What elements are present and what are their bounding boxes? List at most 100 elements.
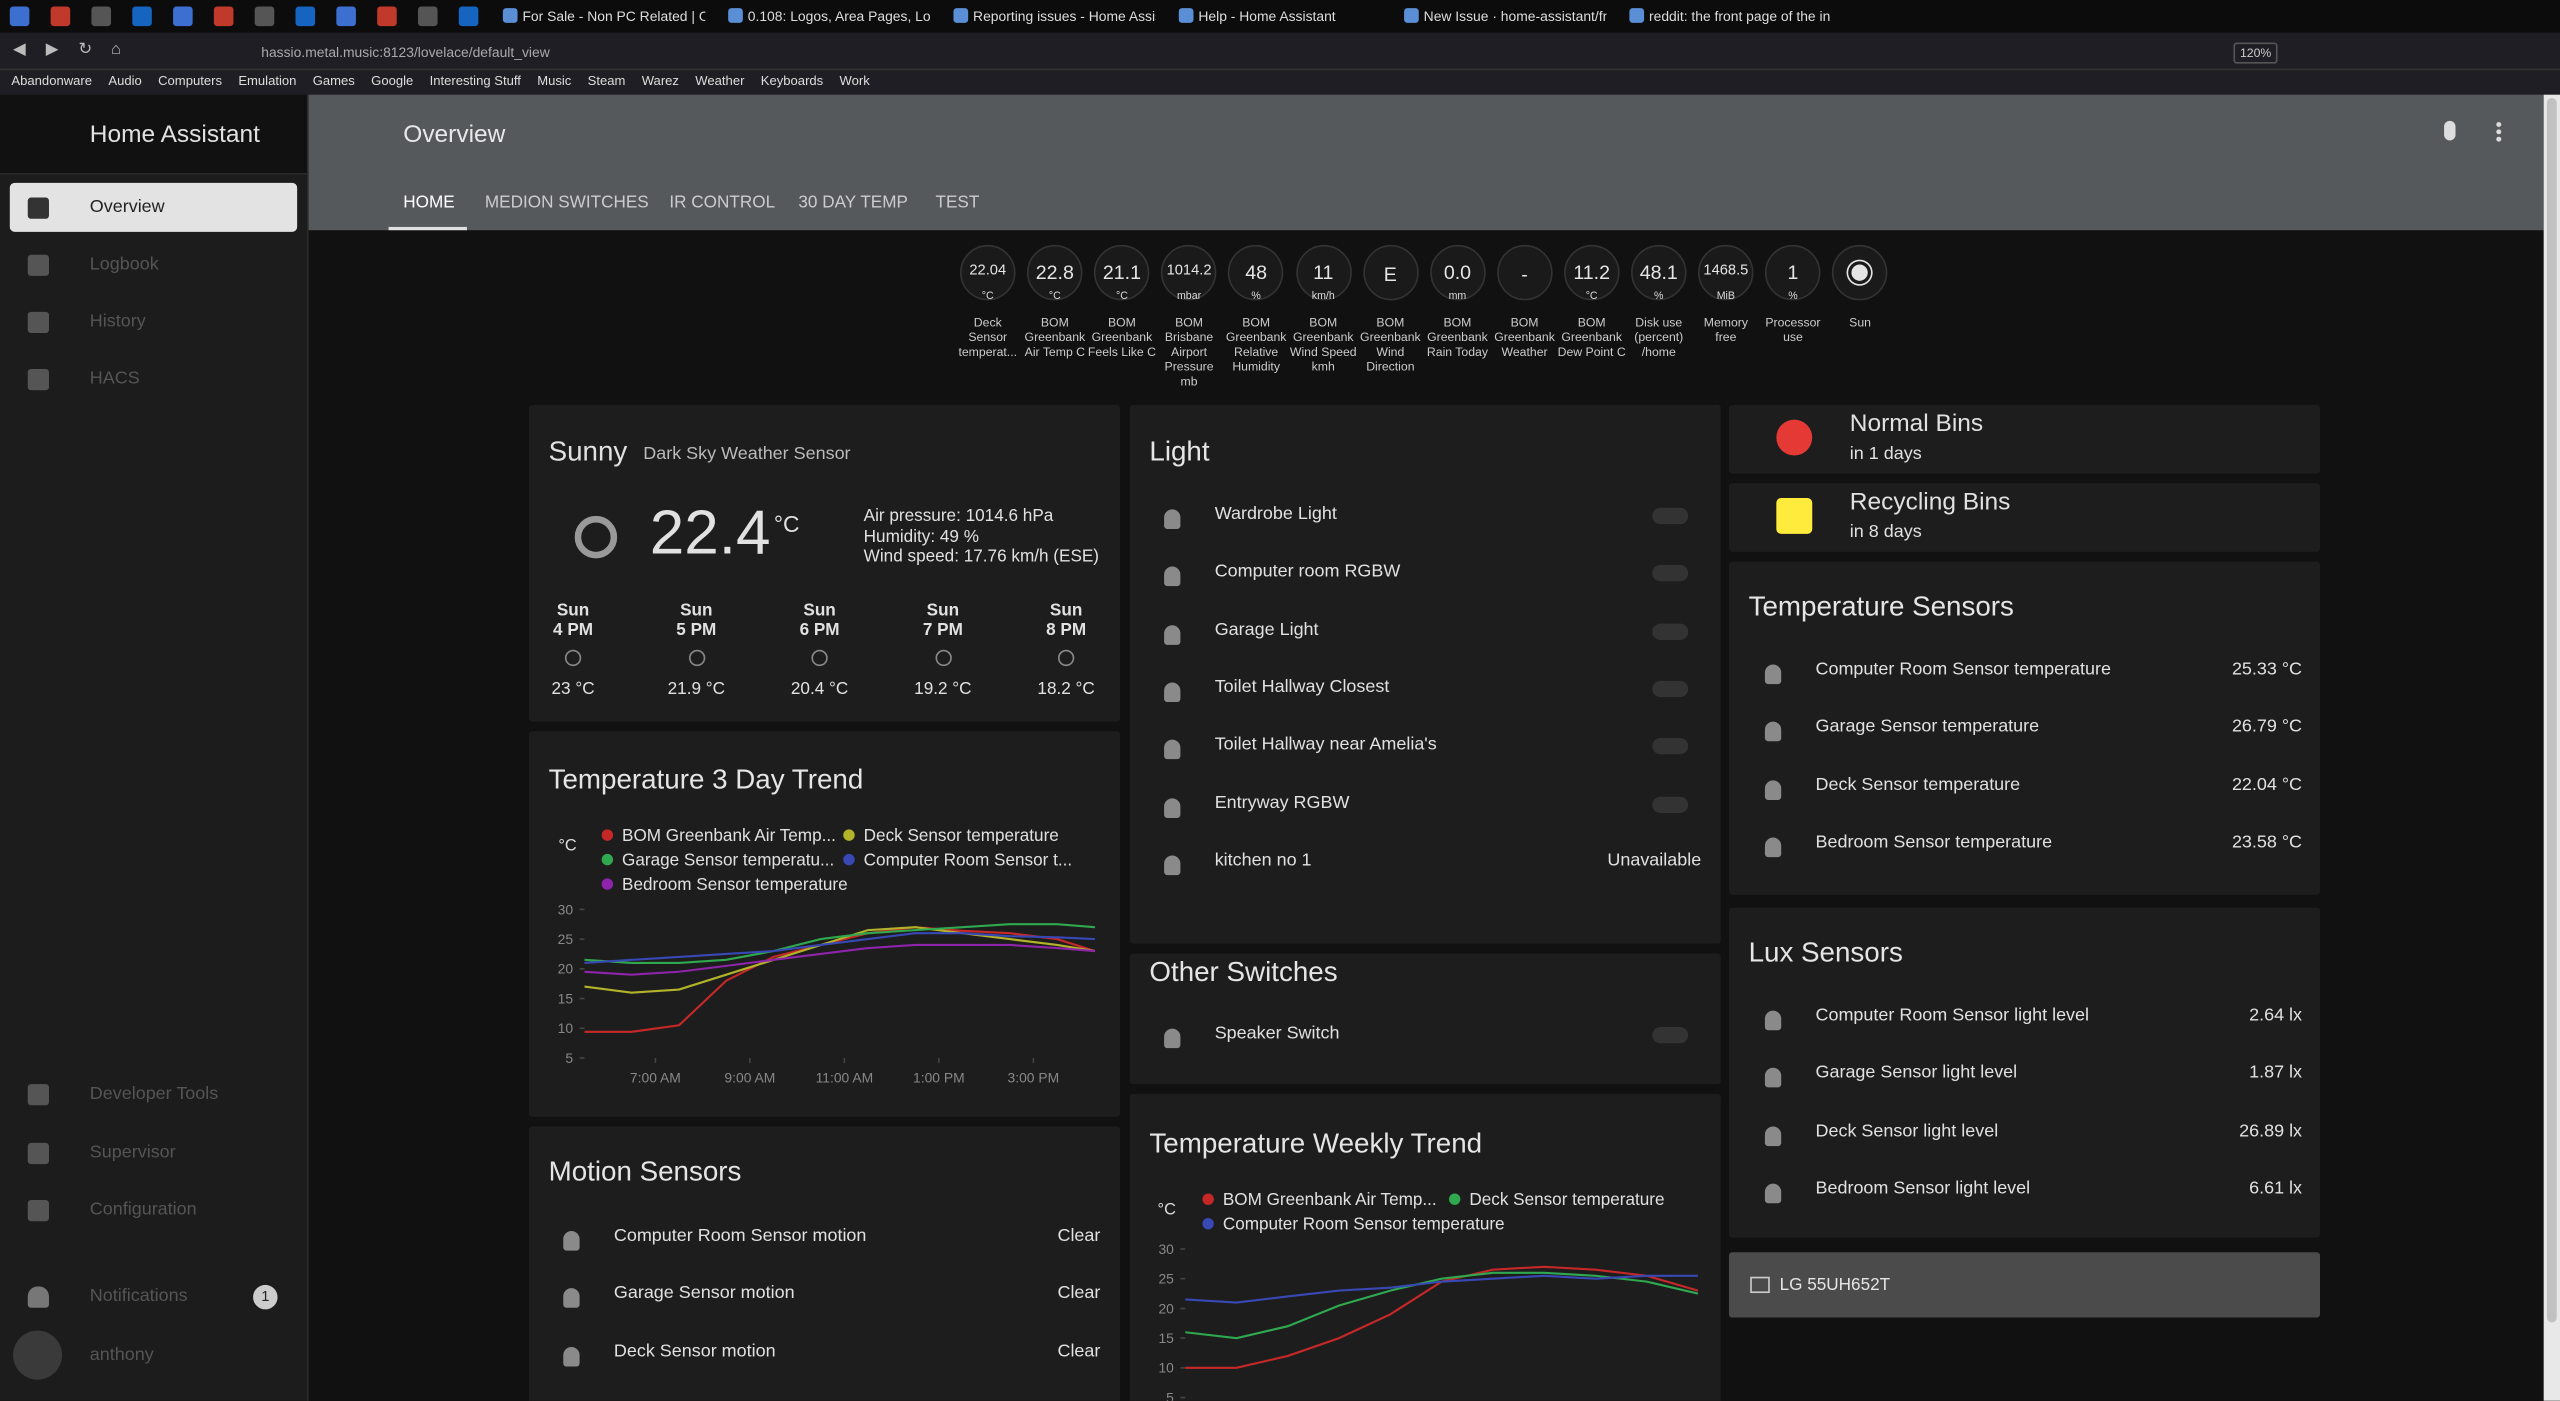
bookmark[interactable]: Work: [839, 73, 870, 89]
badge-circle[interactable]: [1496, 244, 1553, 301]
tab-icon[interactable]: [9, 6, 30, 27]
bookmark[interactable]: Games: [312, 73, 355, 89]
entity-name[interactable]: Computer Room Sensor motion: [613, 1226, 867, 1246]
nav-button[interactable]: ▶: [45, 40, 59, 59]
nav-button[interactable]: ↻: [78, 40, 93, 59]
badge-circle[interactable]: [1563, 244, 1620, 301]
bookmark[interactable]: Interesting Stuff: [429, 73, 521, 89]
zoom[interactable]: 120%: [2233, 42, 2278, 64]
entity-name[interactable]: Garage Sensor light level: [1815, 1063, 2018, 1083]
media-name[interactable]: LG 55UH652T: [1779, 1275, 1891, 1295]
badge-circle[interactable]: [1429, 244, 1486, 301]
entity-name[interactable]: Deck Sensor light level: [1815, 1120, 1999, 1141]
sidebar-item[interactable]: Developer Tools: [89, 1084, 219, 1104]
entity-name[interactable]: Bedroom Sensor light level: [1815, 1178, 2031, 1199]
view-tab[interactable]: HOME: [403, 192, 455, 213]
bookmark[interactable]: Audio: [108, 73, 142, 89]
sidebar-item[interactable]: Overview: [89, 197, 165, 218]
browser-tab[interactable]: Help - Home Assistant: [1198, 8, 1336, 25]
entity-name[interactable]: Speaker Switch: [1214, 1023, 1340, 1044]
motion-card: [528, 1126, 1120, 1401]
tab-icon[interactable]: [132, 6, 152, 27]
tab-icon[interactable]: [295, 6, 316, 27]
toggle[interactable]: [1652, 738, 1689, 755]
bookmark[interactable]: Abandonware: [11, 73, 93, 89]
nav-button[interactable]: ◀: [13, 40, 26, 59]
toggle[interactable]: [1652, 623, 1689, 640]
badge-circle[interactable]: [1765, 244, 1821, 301]
tab-icon[interactable]: [417, 6, 438, 27]
badge-circle[interactable]: [1295, 244, 1352, 301]
entity-name[interactable]: Deck Sensor temperature: [1815, 774, 2021, 795]
sidebar-item[interactable]: Logbook: [89, 254, 159, 275]
badge-circle[interactable]: [1362, 244, 1419, 301]
entity-name[interactable]: Bedroom Sensor temperature: [1815, 832, 2053, 853]
tab-icon[interactable]: [377, 6, 397, 27]
badge-circle[interactable]: [1832, 244, 1888, 301]
view-tab[interactable]: 30 DAY TEMP: [798, 192, 908, 213]
bookmark[interactable]: Computers: [158, 73, 222, 89]
bookmark[interactable]: Music: [537, 73, 572, 89]
tab-icon[interactable]: [336, 6, 356, 27]
badge-circle[interactable]: [1228, 244, 1284, 301]
sidebar-item[interactable]: Supervisor: [89, 1142, 176, 1162]
selected-item[interactable]: [9, 182, 298, 232]
view-tab[interactable]: IR CONTROL: [669, 192, 776, 213]
nav-button[interactable]: ⌂: [111, 40, 121, 59]
user[interactable]: anthony: [89, 1345, 154, 1365]
entity-name[interactable]: Computer Room Sensor light level: [1815, 1005, 2090, 1026]
entity-name[interactable]: Computer Room Sensor temperature: [1815, 659, 2111, 680]
entity-name[interactable]: Entryway RGBW: [1214, 792, 1350, 813]
badge-circle[interactable]: [959, 244, 1016, 301]
url[interactable]: hassio.metal.music:8123/lovelace/default…: [261, 44, 550, 61]
badge-circle[interactable]: [1631, 244, 1687, 301]
entity-name[interactable]: Computer room RGBW: [1214, 562, 1401, 582]
browser-tab[interactable]: reddit: the front page of the in: [1648, 8, 1831, 25]
badge-circle[interactable]: [1698, 244, 1754, 301]
tab-icon[interactable]: [173, 6, 193, 27]
entity-state: Clear: [1057, 1341, 1101, 1361]
badge-circle[interactable]: [1027, 244, 1083, 301]
bookmark[interactable]: Emulation: [238, 73, 297, 89]
browser-tab[interactable]: New Issue · home-assistant/fr: [1423, 8, 1607, 25]
tab-icon[interactable]: [213, 6, 234, 27]
entity-name[interactable]: Wardrobe Light: [1214, 504, 1337, 525]
tab-icon[interactable]: [458, 6, 479, 27]
sidebar-item[interactable]: History: [89, 311, 146, 332]
tab-icon[interactable]: [254, 6, 275, 27]
toggle[interactable]: [1652, 565, 1689, 582]
bookmark[interactable]: Steam: [587, 73, 626, 89]
entity-icon: [1764, 1068, 1782, 1088]
entity-name[interactable]: Toilet Hallway Closest: [1214, 677, 1390, 697]
tab-icon[interactable]: [91, 6, 112, 27]
mic-icon[interactable]: [2444, 120, 2456, 141]
entity-name[interactable]: Toilet Hallway near Amelia's: [1214, 735, 1437, 755]
avatar[interactable]: [13, 1330, 63, 1380]
scrollbar-thumb[interactable]: [2546, 97, 2557, 1323]
sidebar-item[interactable]: Configuration: [89, 1200, 197, 1220]
badge-circle[interactable]: [1094, 244, 1150, 301]
menu-icon[interactable]: [2496, 120, 2502, 143]
browser-tab[interactable]: 0.108: Logos, Area Pages, Love: [747, 8, 931, 25]
toggle[interactable]: [1652, 1026, 1689, 1044]
toggle[interactable]: [1652, 507, 1689, 525]
entity-name[interactable]: Garage Sensor temperature: [1815, 717, 2040, 737]
entity-name[interactable]: Deck Sensor motion: [613, 1341, 776, 1361]
browser-tab[interactable]: Reporting issues - Home Assist: [973, 8, 1156, 25]
tab-icon[interactable]: [50, 6, 71, 27]
sidebar-item[interactable]: HACS: [89, 368, 140, 389]
entity-name[interactable]: Garage Sensor motion: [613, 1283, 795, 1304]
badge-circle[interactable]: [1161, 244, 1217, 301]
bookmark[interactable]: Keyboards: [760, 73, 824, 89]
entity-name[interactable]: Garage Light: [1214, 619, 1319, 640]
view-tab[interactable]: TEST: [935, 192, 980, 213]
bookmark[interactable]: Google: [371, 73, 414, 89]
notifications[interactable]: Notifications: [89, 1286, 188, 1307]
toggle[interactable]: [1652, 795, 1689, 813]
entity-name[interactable]: kitchen no 1: [1214, 850, 1312, 870]
view-tab[interactable]: MEDION SWITCHES: [484, 192, 649, 213]
bookmark[interactable]: Warez: [641, 73, 679, 89]
browser-tab[interactable]: For Sale - Non PC Related | OC: [522, 8, 706, 25]
bookmark[interactable]: Weather: [695, 73, 745, 89]
toggle[interactable]: [1652, 680, 1689, 697]
